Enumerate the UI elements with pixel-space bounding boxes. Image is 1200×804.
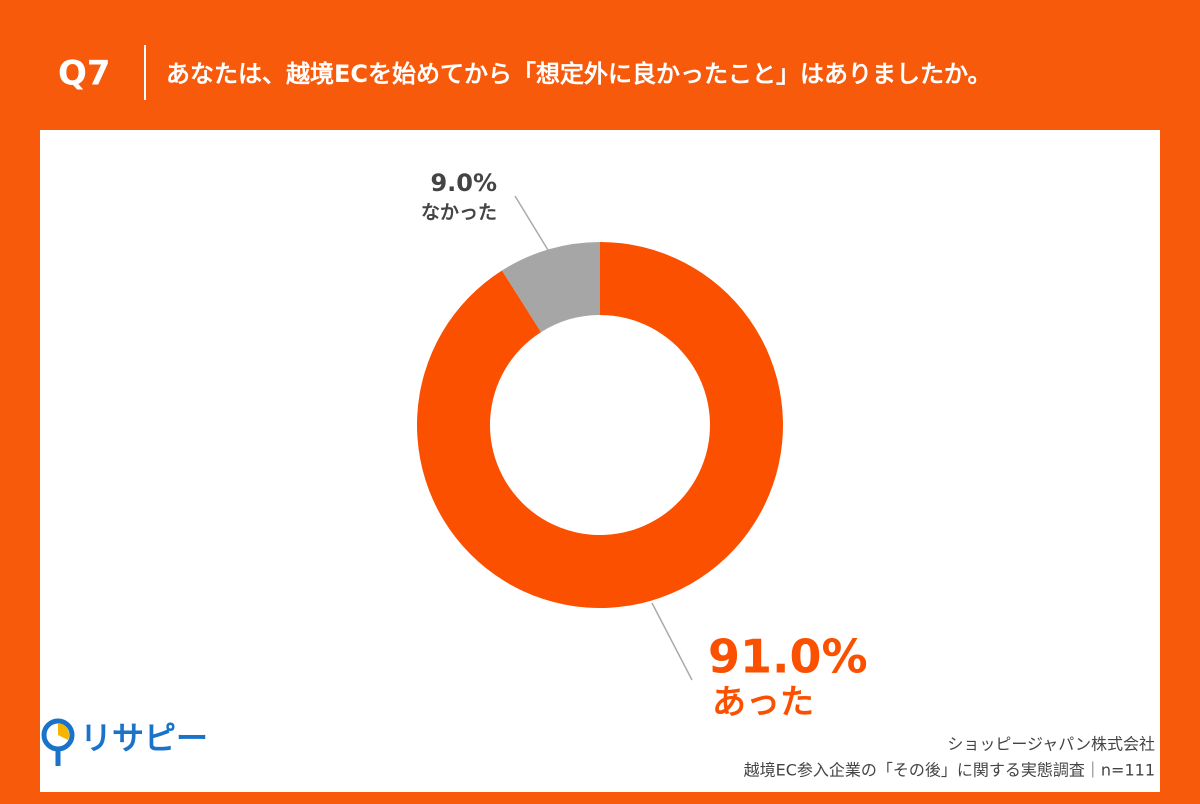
leader-line [651,602,693,681]
slice-label: なかった [421,202,497,224]
logo-icon [58,723,70,740]
donut-slice [501,242,600,333]
logo: リサピー [41,718,208,766]
question-title: あなたは、越境ECを始めてから「想定外に良かったこと」はありましたか。 [166,60,992,88]
logo-text: リサピー [80,719,208,757]
donut-slice [417,242,783,608]
panel [40,130,1160,792]
source-line: 越境EC参入企業の「その後」に関する実態調査｜n=111 [744,761,1155,780]
source-line: ショッピージャパン株式会社 [947,735,1155,754]
slice-value-label: 9.0% [430,169,497,197]
slice-label: あった [712,683,814,723]
slice-value-label: 91.0% [708,630,868,684]
leader-line [514,195,549,251]
question-label: Q7 [58,54,111,94]
